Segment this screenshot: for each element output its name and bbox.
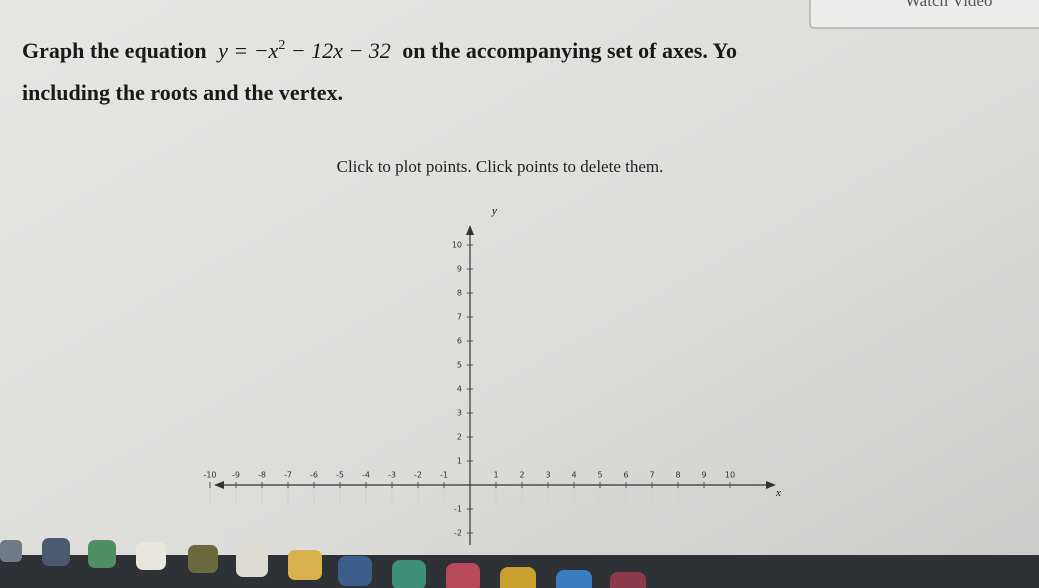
x-tick-label: -5 [336,471,344,480]
y-tick-label: 6 [457,337,462,346]
x-arrow [766,481,776,489]
x-tick-label: 5 [597,471,602,480]
question-lead: Graph the equation [22,38,207,63]
y-tick-label: 4 [457,385,462,394]
y-arrow [466,225,474,235]
dock-icon[interactable] [556,570,592,588]
y-tick-label: 3 [457,409,462,418]
y-tick-label: 7 [457,313,462,322]
x-tick-label: -1 [440,471,448,480]
x-tick-label: 8 [675,471,680,480]
y-tick-label: 10 [452,241,462,250]
x-tick-label: 7 [649,471,654,480]
watch-video-label[interactable]: Watch Video [905,0,992,10]
x-tick-label: -6 [310,471,318,480]
y-tick-label: 1 [457,457,462,466]
equation-rest: − 12x − 32 [285,38,390,63]
plot-area[interactable] [215,205,785,550]
instruction: Click to plot points. Click points to de… [337,157,664,176]
x-tick-label: 4 [571,471,576,480]
x-tick-label: 3 [545,471,550,480]
question-line-2: including the roots and the vertex. [22,80,343,105]
x-tick-label: -10 [203,471,216,480]
y-tick-label: 9 [457,265,462,274]
dock-icon[interactable] [500,567,536,588]
x-tick-label: -4 [362,471,370,480]
dock-icon[interactable] [338,556,372,586]
dock-icon[interactable] [88,540,116,568]
x-tick-label: -3 [388,471,396,480]
dock-icon[interactable] [0,540,22,562]
x-tick-label: -8 [258,471,266,480]
x-tick-label: 6 [623,471,628,480]
question-tail: on the accompanying set of axes. Yo [402,38,737,63]
x-axis-label: x [775,487,781,499]
y-tick-label: -2 [454,529,462,538]
y-axis-label: y [491,205,497,217]
question-line: Graph the equation y = −x2 − 12x − 32 on… [22,38,737,63]
x-tick-label: 10 [725,471,735,480]
y-tick-label: -1 [454,505,462,514]
graph[interactable]: x y -10 -9 -8 -7 -6 -5 -4 -3 -2 -1 1 2 3 4 5 6 7 8 9 10 10 9 8… [203,205,785,550]
x-tick-label: 9 [701,471,706,480]
x-arrow [214,481,224,489]
dock-icon[interactable] [188,545,218,573]
dock-icon[interactable] [446,563,480,588]
dock-icon[interactable] [236,547,268,577]
x-tick-label: -2 [414,471,422,480]
x-tick-label: 2 [519,471,524,480]
y-tick-label: 5 [457,361,462,370]
y-tick-label: 8 [457,289,462,298]
x-tick-label: -9 [232,471,240,480]
dock-icon[interactable] [136,542,166,570]
dock-icon[interactable] [610,572,646,588]
dock-icon[interactable] [42,538,70,566]
x-tick-label: 1 [493,471,498,480]
watch-video-button[interactable] [809,0,1039,29]
dock-icons [0,538,646,588]
equation-exponent: 2 [278,38,285,53]
equation: y = −x [216,38,278,63]
x-tick-label: -7 [284,471,292,480]
dock-icon[interactable] [392,560,426,588]
dock-icon[interactable] [288,550,322,580]
y-tick-label: 2 [457,433,462,442]
